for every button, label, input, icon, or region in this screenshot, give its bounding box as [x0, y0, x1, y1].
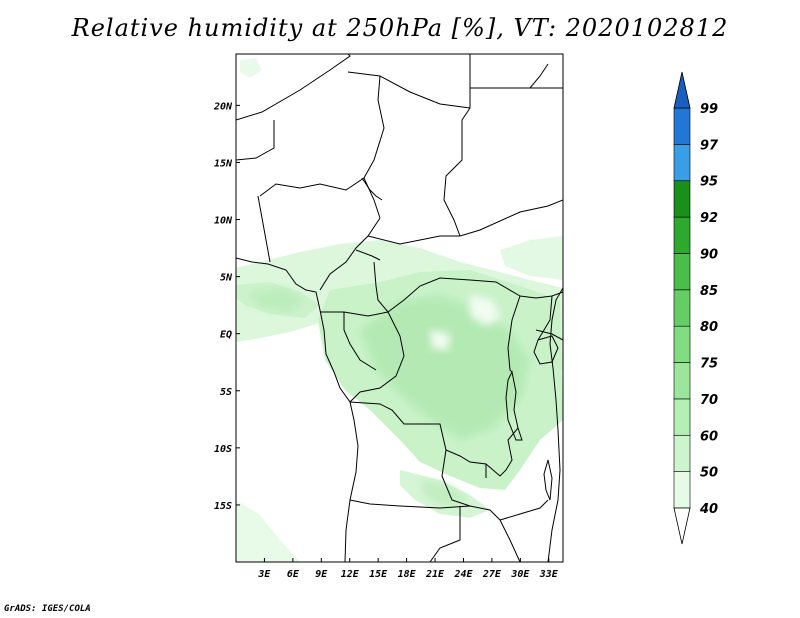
colorbar-segment [673, 180, 691, 218]
dry-hole-1 [470, 295, 500, 326]
x-tick-label: 24E [453, 569, 473, 580]
colorbar: 40 50 60 70 75 80 85 90 92 95 97 99 [673, 71, 719, 545]
lake-victoria [533, 335, 559, 365]
border-ssudan-uganda [519, 291, 563, 299]
coastline-east [547, 287, 563, 562]
border-tanzania-kenya [535, 329, 563, 341]
y-tick-label: 15S [214, 501, 232, 512]
x-tick-label: 15E [369, 569, 388, 580]
x-tick-label: 21E [425, 569, 445, 580]
y-tick-label: 5N [220, 273, 233, 284]
dry-hole-2 [430, 330, 450, 350]
colorbar-segment [673, 434, 691, 472]
colorbar-segment [673, 325, 691, 363]
humidity-core-west [250, 288, 305, 312]
colorbar-low-extend [673, 507, 691, 545]
x-tick-label: 18E [398, 569, 417, 580]
colorbar-segment [673, 144, 691, 182]
x-tick-label: 6E [287, 569, 300, 580]
humidity-field [236, 58, 563, 562]
border-uganda-kenya [537, 295, 553, 341]
colorbar-segment [673, 362, 691, 400]
colorbar-label: 75 [700, 357, 718, 372]
colorbar-label: 50 [700, 466, 718, 481]
colorbar-label: 95 [700, 175, 718, 190]
map-frame [235, 53, 564, 563]
x-tick-label: 33E [539, 569, 559, 580]
colorbar-label: 99 [700, 102, 718, 117]
border-zambia-mozambique [499, 499, 549, 521]
border-algeria-niger [236, 54, 351, 121]
y-tick-label: 10N [214, 216, 233, 227]
border-sudan-ssudan [459, 199, 563, 237]
nile-river [361, 177, 383, 201]
border-libya-chad [363, 75, 385, 179]
border-angola-namibia [349, 499, 501, 521]
border-cameroon-nigeria-2 [355, 249, 381, 261]
x-tick-label: 27E [482, 569, 502, 580]
lake-malawi [543, 459, 553, 501]
map-title: Relative humidity at 250hPa [%], VT: 202… [71, 14, 729, 42]
coastline [236, 257, 359, 562]
colorbar-label: 40 [699, 502, 718, 517]
border-nigeria-cameroon [319, 217, 381, 291]
x-tick-label: 12E [341, 569, 360, 580]
colorbar-label: 60 [700, 429, 718, 444]
x-axis-ticks: 3E 6E 9E 12E 15E 18E 21E 24E 27E 30E 33E [257, 558, 559, 580]
border-mali-niger [236, 120, 275, 161]
colorbar-segment [673, 216, 691, 254]
coast-red-sea [529, 63, 549, 89]
border-niger-nigeria [259, 177, 381, 219]
border-egypt-sudan [469, 54, 563, 108]
border-gabon-congo [343, 312, 377, 371]
colorbar-label: 80 [700, 320, 718, 335]
y-tick-label: 20N [213, 101, 233, 112]
lake-tanganyika [505, 370, 523, 441]
colorbar-high-extend [673, 71, 691, 109]
y-axis-ticks: 20N 15N 10N 5N EQ 5S 10S 15S [213, 101, 240, 512]
y-tick-label: 15N [214, 158, 233, 169]
x-tick-label: 3E [257, 569, 271, 580]
border-angola-zambia [441, 449, 471, 507]
border-car-drc [387, 277, 521, 313]
colorbar-label: 90 [700, 247, 718, 262]
humidity-region-nw-patch [240, 58, 262, 78]
border-benin [257, 195, 271, 263]
country-borders [236, 54, 563, 562]
colorbar-segment [673, 289, 691, 327]
humidity-core [360, 295, 530, 440]
colorbar-segment [673, 398, 691, 436]
colorbar-label: 97 [700, 138, 719, 153]
humidity-region-south [236, 500, 300, 562]
border-niger-libya [347, 71, 471, 109]
x-tick-label: 9E [315, 569, 328, 580]
border-cameroon-gabon [320, 311, 389, 317]
border-namibia-botswana [429, 506, 461, 562]
colorbar-segment [673, 107, 691, 145]
colorbar-label: 85 [700, 284, 718, 299]
colorbar-label: 92 [700, 211, 718, 226]
y-tick-label: EQ [220, 330, 232, 341]
border-chad-sudan [443, 107, 471, 237]
colorbar-segment [673, 253, 691, 291]
colorbar-segment [673, 471, 691, 509]
y-tick-label: 5S [220, 387, 232, 398]
border-cameroon-car [373, 261, 389, 313]
border-chad-car [367, 235, 460, 245]
border-drc-uganda-rwanda [507, 295, 521, 373]
x-tick-label: 30E [510, 569, 530, 580]
border-drc-zambia [485, 427, 519, 477]
colorbar-label: 70 [700, 393, 718, 408]
border-drc-angola [349, 401, 487, 478]
border-zimbabwe [499, 519, 521, 562]
border-congo-drc [349, 311, 405, 403]
humidity-region-ne [500, 236, 563, 280]
y-tick-label: 10S [214, 444, 232, 455]
humidity-core-south [420, 480, 470, 508]
credit-text: GrADS: IGES/COLA [4, 604, 91, 614]
